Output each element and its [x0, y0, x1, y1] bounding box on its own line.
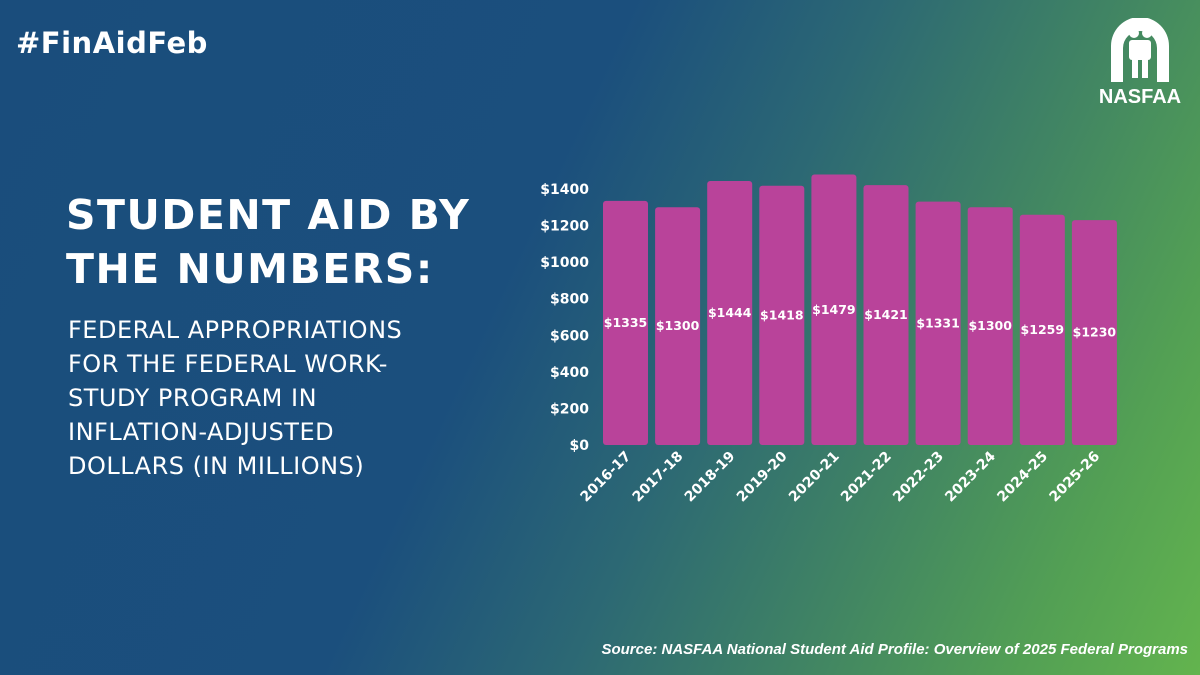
y-tick-label: $0 — [570, 438, 590, 454]
bar — [655, 207, 701, 445]
data-label: $1335 — [604, 315, 648, 330]
bar — [707, 180, 753, 445]
bar — [967, 207, 1013, 445]
bar — [1071, 220, 1117, 445]
y-tick-label: $600 — [550, 328, 589, 344]
bar — [759, 185, 805, 446]
data-label: $1259 — [1021, 322, 1065, 337]
data-label: $1479 — [812, 302, 856, 317]
bar — [863, 185, 909, 445]
subtitle: FEDERAL APPROPRIATIONS FOR THE FEDERAL W… — [68, 313, 448, 483]
x-tick-label: 2017-18 — [630, 449, 687, 506]
title-line: STUDENT AID BY — [66, 191, 471, 239]
bar — [811, 174, 857, 445]
data-label: $1300 — [968, 318, 1012, 333]
source-note: Source: NASFAA National Student Aid Prof… — [601, 641, 1188, 658]
y-tick-label: $1000 — [540, 255, 589, 271]
bar — [915, 201, 961, 445]
subtitle-line: FOR THE FEDERAL WORK- — [68, 350, 388, 378]
data-label: $1421 — [864, 307, 908, 322]
title-line: THE NUMBERS: — [66, 245, 434, 293]
x-tick-label: 2019-20 — [734, 448, 791, 505]
x-tick-label: 2021-22 — [838, 449, 895, 506]
x-tick-label: 2024-25 — [994, 449, 1051, 506]
y-tick-label: $1200 — [540, 219, 589, 235]
subtitle-line: DOLLARS (IN MILLIONS) — [68, 452, 365, 480]
data-label: $1300 — [656, 318, 700, 333]
nasfaa-logo-icon — [1111, 17, 1169, 82]
x-tick-label: 2018-19 — [682, 449, 739, 506]
data-label: $1444 — [708, 305, 752, 320]
page-title: STUDENT AID BY THE NUMBERS: — [66, 188, 470, 296]
y-tick-label: $200 — [550, 401, 589, 417]
x-tick-label: 2025-26 — [1046, 449, 1103, 506]
logo-text: NASFAA — [1098, 86, 1182, 108]
subtitle-line: FEDERAL APPROPRIATIONS — [68, 316, 403, 344]
data-label: $1418 — [760, 307, 804, 322]
hashtag: #FinAidFeb — [16, 26, 208, 60]
y-tick-label: $1400 — [540, 182, 589, 198]
y-tick-label: $800 — [550, 292, 589, 308]
bar — [1019, 214, 1065, 445]
x-tick-label: 2020-21 — [786, 449, 843, 506]
nasfaa-logo: NASFAA — [1092, 17, 1188, 109]
data-label: $1331 — [916, 315, 960, 330]
bar — [603, 200, 648, 445]
x-tick-label: 2022-23 — [890, 449, 947, 506]
subtitle-line: INFLATION-ADJUSTED — [68, 418, 335, 446]
x-tick-label: 2016-17 — [578, 449, 635, 506]
y-tick-label: $400 — [550, 365, 589, 381]
data-label: $1230 — [1073, 325, 1117, 340]
x-tick-label: 2023-24 — [942, 448, 999, 505]
subtitle-line: STUDY PROGRAM IN — [68, 384, 318, 412]
